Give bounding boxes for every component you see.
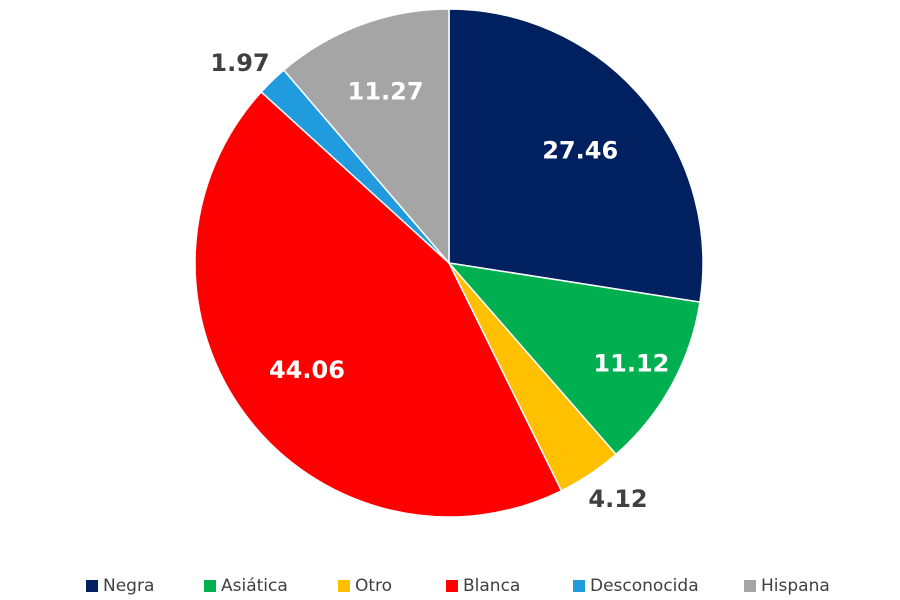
legend-label-blanca: Blanca: [463, 576, 520, 596]
data-labels: 27.46 11.12 4.12 44.06 1.97 11.27: [210, 49, 669, 513]
legend-item-hispana: Hispana: [744, 576, 830, 596]
pie-slice-hispana: [282, 8, 450, 266]
legend-label-negra: Negra: [103, 576, 154, 596]
legend-label-desconocida: Desconocida: [590, 576, 699, 596]
pie-slice-negra: [448, 8, 704, 303]
legend-label-asiatica: Asiática: [221, 576, 288, 596]
legend-item-negra: Negra: [86, 576, 154, 596]
legend-swatch-blanca: [446, 580, 458, 592]
pie-slice-asiatica: [447, 261, 701, 456]
legend-label-otro: Otro: [355, 576, 392, 596]
pie-slices: [194, 8, 704, 518]
legend-swatch-negra: [86, 580, 98, 592]
data-label-hispana: 11.27: [348, 77, 424, 105]
data-label-asiatica: 11.12: [593, 350, 669, 378]
legend-swatch-asiatica: [204, 580, 216, 592]
legend-item-otro: Otro: [338, 576, 392, 596]
data-label-negra: 27.46: [542, 137, 618, 165]
legend-swatch-desconocida: [573, 580, 585, 592]
legend-swatch-otro: [338, 580, 350, 592]
legend-item-blanca: Blanca: [446, 576, 520, 596]
data-label-otro: 4.12: [588, 485, 647, 513]
legend: Negra Asiática Otro Blanca Desconocida Hispan…: [86, 576, 830, 596]
legend-swatch-hispana: [744, 580, 756, 592]
legend-item-asiatica: Asiática: [204, 576, 288, 596]
data-label-desconocida: 1.97: [210, 49, 269, 77]
legend-item-desconocida: Desconocida: [573, 576, 699, 596]
legend-label-hispana: Hispana: [761, 576, 830, 596]
data-label-blanca: 44.06: [269, 356, 345, 384]
pie-slice-blanca: [194, 90, 563, 518]
